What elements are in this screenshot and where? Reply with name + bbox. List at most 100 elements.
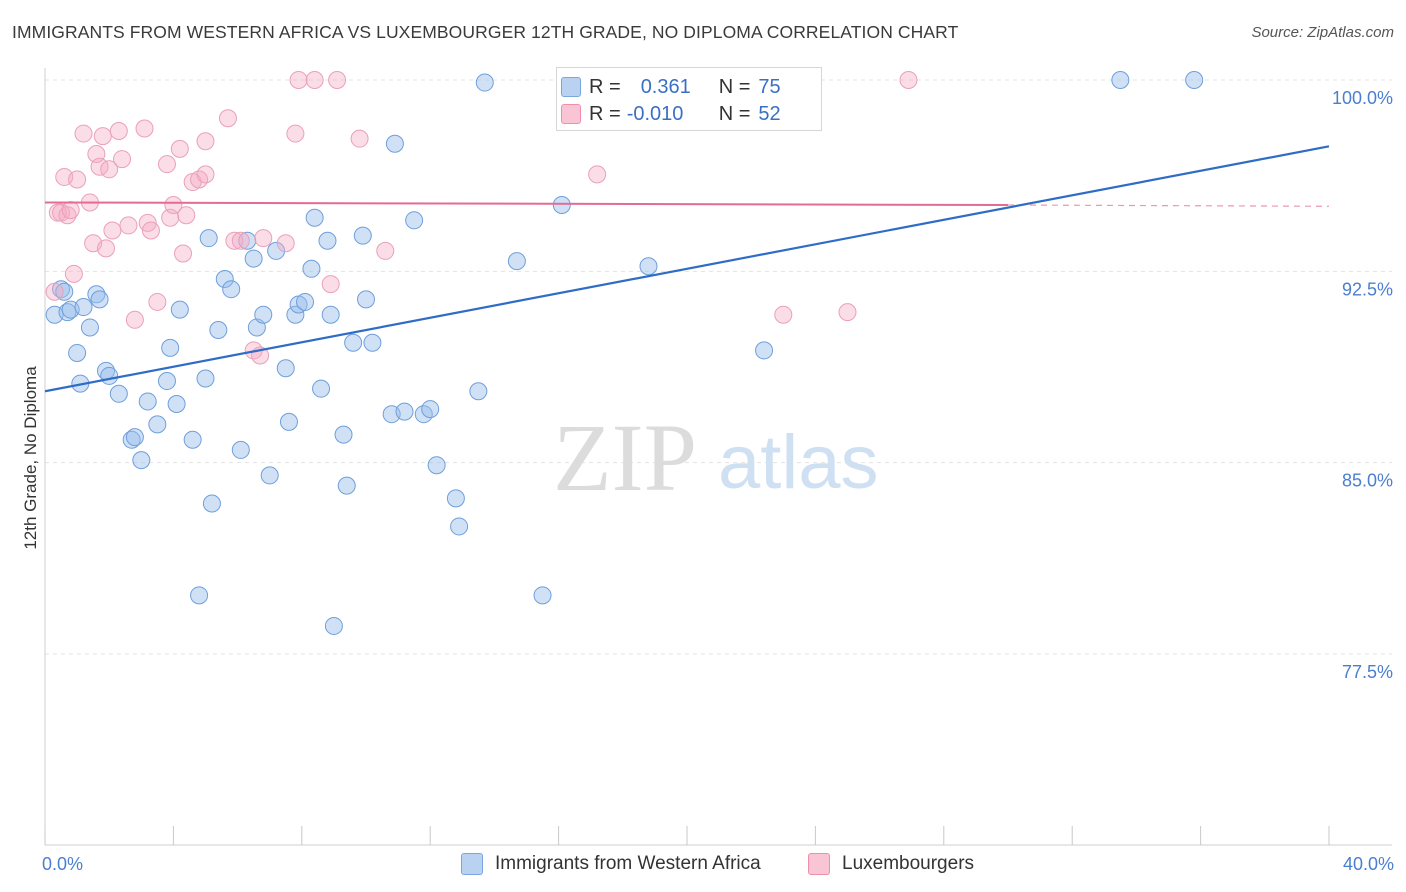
luxembourgers-point: [196, 165, 215, 184]
western-africa-point: [209, 321, 228, 340]
legend-n-label: N =: [718, 75, 751, 98]
bottom-legend-western-africa: Immigrants from Western Africa: [461, 852, 761, 876]
luxembourgers-point: [74, 124, 93, 143]
watermark: ZIP atlas: [553, 404, 879, 511]
y-tick-label: 100.0%: [1332, 88, 1393, 108]
western-africa-point: [755, 341, 774, 360]
bottom-legend-swatch-blue: [461, 853, 483, 875]
legend-r-value: 0.361: [640, 75, 691, 98]
western-africa-point: [74, 298, 93, 317]
western-africa-point: [1185, 71, 1204, 89]
y-tick-label: 85.0%: [1342, 471, 1393, 491]
western-africa-point: [296, 292, 315, 311]
x-tick-label: 40.0%: [1343, 854, 1394, 874]
western-africa-point: [533, 586, 552, 605]
bottom-legend-label-western-africa: Immigrants from Western Africa: [495, 853, 761, 874]
legend-n-label: N =: [718, 102, 751, 125]
luxembourgers-point: [113, 150, 132, 169]
luxembourgers-point: [109, 122, 128, 141]
western-africa-point: [68, 343, 87, 362]
western-africa-point: [312, 379, 331, 398]
bottom-legend-luxembourgers: Luxembourgers: [808, 852, 974, 876]
western-africa-point: [450, 517, 469, 536]
western-africa-point: [1111, 71, 1130, 89]
luxembourgers-point: [45, 282, 64, 301]
legend-swatch-blue: [561, 77, 581, 97]
grid-lines: [45, 79, 1392, 655]
luxembourgers-point: [838, 303, 857, 322]
western-africa-point: [469, 382, 488, 401]
western-africa-point: [302, 259, 321, 278]
western-africa-point: [446, 489, 465, 508]
axis-labels: 100.0% 92.5% 85.0% 77.5% 0.0% 40.0%: [42, 88, 1394, 874]
western-africa-point: [475, 73, 494, 92]
luxembourgers-point: [141, 221, 160, 240]
source-label: Source: ZipAtlas.com: [1251, 24, 1394, 41]
luxembourgers-point: [68, 170, 87, 189]
watermark-atlas: atlas: [718, 420, 879, 505]
western-africa-point: [344, 333, 363, 352]
luxembourgers-point: [177, 206, 196, 225]
western-africa-point: [138, 392, 157, 411]
luxembourgers-trend-line: [44, 201, 1009, 207]
y-tick-label: 92.5%: [1342, 279, 1393, 299]
axes: [44, 68, 1392, 846]
chart-title: IMMIGRANTS FROM WESTERN AFRICA VS LUXEMB…: [12, 22, 959, 42]
western-africa-trend-line: [44, 145, 1330, 393]
western-africa-point: [161, 338, 180, 357]
y-axis-title: 12th Grade, No Diploma: [21, 366, 40, 550]
western-africa-point: [318, 231, 337, 250]
western-africa-point: [122, 430, 141, 449]
luxembourgers-point: [254, 229, 273, 248]
luxembourgers-point: [61, 201, 80, 220]
legend-row-western-africa: R = 0.361 N = 75: [561, 74, 781, 100]
luxembourgers-point: [164, 196, 183, 215]
legend-row-luxembourgers: R = -0.010 N = 52: [561, 101, 781, 127]
western-africa-point: [260, 466, 279, 485]
x-tick-label: 0.0%: [42, 854, 83, 874]
luxembourgers-point: [588, 165, 607, 184]
bottom-legend-swatch-pink: [808, 853, 830, 875]
legend-r-label: R =: [589, 75, 621, 98]
western-africa-point: [286, 305, 305, 324]
western-africa-point: [215, 269, 234, 288]
luxembourgers-point: [119, 216, 138, 235]
western-africa-point: [190, 586, 209, 605]
western-africa-point: [183, 430, 202, 449]
luxembourgers-point: [276, 234, 295, 253]
legend-n-value: 52: [758, 102, 781, 125]
luxembourgers-point: [93, 127, 112, 146]
trend-lines: [44, 145, 1330, 393]
luxembourgers-point: [321, 275, 340, 294]
western-africa-point: [199, 229, 218, 248]
series-western-africa: [45, 71, 1204, 635]
western-africa-point: [427, 456, 446, 475]
y-tick-label: 77.5%: [1342, 662, 1393, 682]
western-africa-point: [324, 616, 343, 635]
luxembourgers-trend-extension: [1007, 204, 1330, 207]
western-africa-point: [395, 402, 414, 421]
luxembourgers-point: [231, 231, 250, 250]
western-africa-point: [167, 394, 186, 413]
luxembourgers-point: [96, 239, 115, 258]
western-africa-point: [552, 196, 571, 215]
legend-n-value: 75: [758, 75, 781, 98]
western-africa-point: [222, 280, 241, 299]
bottom-legend-label-luxembourgers: Luxembourgers: [842, 853, 975, 874]
luxembourgers-point: [328, 71, 347, 89]
luxembourgers-point: [899, 71, 918, 89]
luxembourgers-point: [289, 71, 308, 89]
western-africa-point: [254, 305, 273, 324]
western-africa-point: [87, 285, 106, 304]
western-africa-point: [305, 208, 324, 227]
luxembourgers-point: [64, 264, 83, 283]
luxembourgers-point: [135, 119, 154, 138]
western-africa-point: [148, 415, 167, 434]
western-africa-point: [100, 366, 119, 385]
western-africa-point: [363, 333, 382, 352]
luxembourgers-point: [376, 241, 395, 260]
western-africa-point: [202, 494, 221, 513]
luxembourgers-point: [225, 231, 244, 250]
legend-swatch-pink: [561, 104, 581, 124]
